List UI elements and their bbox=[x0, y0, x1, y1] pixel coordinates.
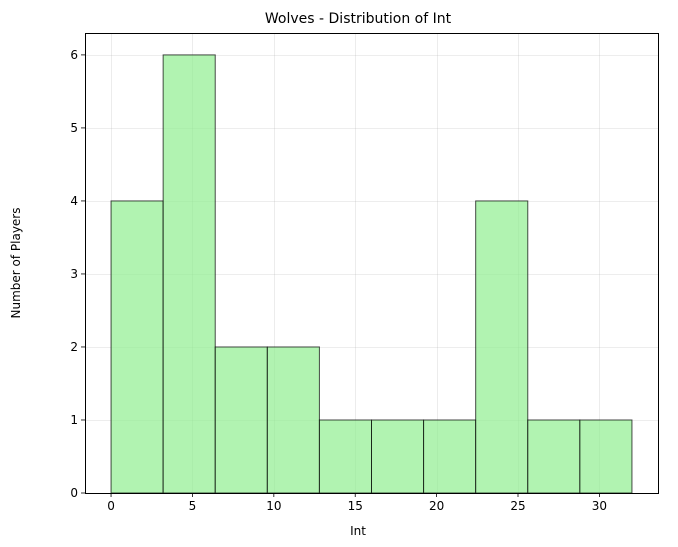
histogram-bar bbox=[214, 346, 268, 494]
histogram-bar bbox=[527, 419, 581, 494]
y-tick-label: 0 bbox=[70, 486, 78, 500]
histogram-bar bbox=[423, 419, 477, 494]
y-tick-label: 6 bbox=[70, 48, 78, 62]
y-axis-label: Number of Players bbox=[9, 208, 23, 319]
y-tick-label: 4 bbox=[70, 194, 78, 208]
y-axis-ticks: 0 1 2 3 4 5 6 bbox=[70, 48, 85, 500]
histogram-bar bbox=[318, 419, 372, 494]
y-tick-label: 1 bbox=[70, 413, 78, 427]
histogram-bars bbox=[110, 54, 633, 494]
x-tick-label: 25 bbox=[510, 499, 525, 513]
histogram-bar bbox=[266, 346, 320, 494]
x-axis-label: Int bbox=[350, 524, 366, 538]
x-tick-label: 20 bbox=[429, 499, 444, 513]
histogram-bar bbox=[110, 200, 164, 494]
histogram-bar bbox=[579, 419, 633, 494]
y-tick-label: 2 bbox=[70, 340, 78, 354]
y-tick-label: 3 bbox=[70, 267, 78, 281]
x-tick-label: 0 bbox=[107, 499, 115, 513]
plot-frame bbox=[85, 33, 659, 494]
x-axis-ticks: 0 5 10 15 20 25 30 bbox=[107, 493, 607, 513]
x-tick-label: 30 bbox=[592, 499, 607, 513]
histogram-bar bbox=[162, 54, 216, 494]
x-tick-label: 15 bbox=[348, 499, 363, 513]
chart-title: Wolves - Distribution of Int bbox=[265, 11, 452, 27]
histogram-bar bbox=[371, 419, 425, 494]
histogram-bar bbox=[475, 200, 529, 494]
y-tick-label: 5 bbox=[70, 121, 78, 135]
x-tick-label: 5 bbox=[189, 499, 197, 513]
x-tick-label: 10 bbox=[266, 499, 281, 513]
